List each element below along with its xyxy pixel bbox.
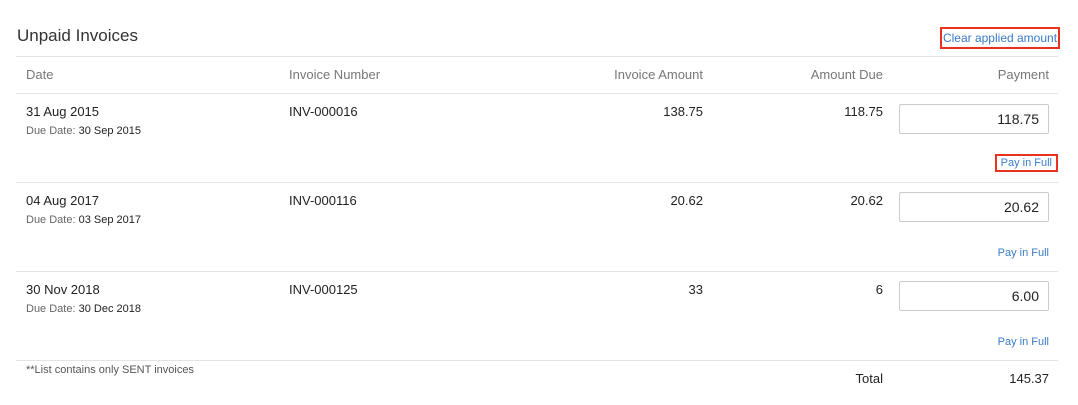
divider xyxy=(16,360,1058,361)
invoice-amount: 33 xyxy=(688,282,703,297)
amount-due: 6 xyxy=(875,282,883,297)
invoice-amount: 20.62 xyxy=(670,193,703,208)
due-date-value: 30 Dec 2018 xyxy=(78,303,141,315)
invoice-number: INV-000125 xyxy=(289,282,358,297)
header-amount-due: Amount Due xyxy=(810,67,883,82)
payment-input[interactable]: 118.75 xyxy=(899,104,1049,134)
divider xyxy=(16,93,1058,94)
due-date-label: Due Date: xyxy=(26,125,76,137)
payment-input[interactable]: 6.00 xyxy=(899,281,1049,311)
section-title: Unpaid Invoices xyxy=(17,26,138,45)
clear-applied-amount-link[interactable]: Clear applied amount xyxy=(940,27,1060,49)
header-payment: Payment xyxy=(997,67,1049,82)
footer-note: **List contains only SENT invoices xyxy=(26,364,194,376)
due-date: Due Date: 30 Dec 2018 xyxy=(26,303,141,315)
invoice-date: 31 Aug 2015 xyxy=(26,104,100,119)
invoice-amount: 138.75 xyxy=(663,104,703,119)
invoice-date: 30 Nov 2018 xyxy=(26,282,100,297)
pay-in-full-link[interactable]: Pay in Full xyxy=(994,154,1058,172)
pay-in-full-link[interactable]: Pay in Full xyxy=(997,247,1049,259)
due-date: Due Date: 30 Sep 2015 xyxy=(26,125,141,137)
invoice-number: INV-000116 xyxy=(289,193,357,208)
divider xyxy=(16,271,1058,272)
header-date: Date xyxy=(26,67,54,82)
due-date-label: Due Date: xyxy=(26,303,76,315)
due-date-label: Due Date: xyxy=(26,214,76,226)
amount-due: 20.62 xyxy=(850,193,883,208)
payment-input[interactable]: 20.62 xyxy=(899,192,1049,222)
total-label: Total xyxy=(855,371,883,386)
invoice-date: 04 Aug 2017 xyxy=(26,193,100,208)
invoice-number: INV-000016 xyxy=(289,104,358,119)
header-invoice-number: Invoice Number xyxy=(289,67,381,82)
header-invoice-amount: Invoice Amount xyxy=(614,67,703,82)
due-date-value: 30 Sep 2015 xyxy=(78,125,141,137)
divider xyxy=(16,56,1058,57)
due-date-value: 03 Sep 2017 xyxy=(78,214,141,226)
amount-due: 118.75 xyxy=(844,104,883,119)
divider xyxy=(16,182,1058,183)
total-value: 145.37 xyxy=(1009,371,1049,386)
due-date: Due Date: 03 Sep 2017 xyxy=(26,214,141,226)
pay-in-full-link[interactable]: Pay in Full xyxy=(997,336,1049,348)
